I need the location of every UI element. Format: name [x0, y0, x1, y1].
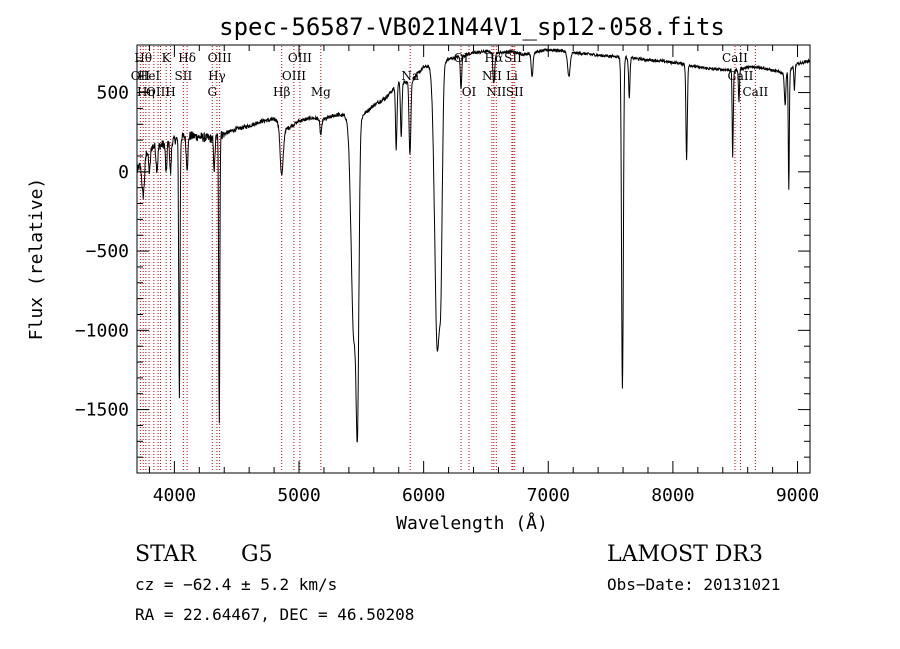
y-tick-label: 0 — [118, 162, 129, 183]
line-marker-label: Hη — [137, 85, 155, 99]
line-marker-label: Hβ — [273, 85, 290, 99]
line-marker-label: NII — [486, 85, 506, 99]
line-marker-label: H — [165, 85, 175, 99]
x-tick-label: 4000 — [153, 485, 196, 506]
line-marker-label: G — [207, 85, 217, 99]
y-axis-label: Flux (relative) — [26, 178, 47, 341]
line-marker-label: Li — [506, 69, 518, 83]
line-markers — [139, 46, 756, 472]
line-marker-labels: OIIHθHηHeIOIIIKHSIIHδGHγOIIIHβOIIIOIIIMg… — [131, 51, 769, 99]
x-axis-ticks: 4000 5000 6000 7000 8000 9000 — [148, 45, 819, 506]
line-marker-label: Hδ — [178, 51, 196, 65]
line-marker-label: Hγ — [208, 69, 226, 83]
x-tick-label: 6000 — [402, 485, 445, 506]
line-marker-label: SII — [506, 85, 524, 99]
y-tick-label: −500 — [86, 241, 129, 262]
line-marker-label: OIII — [282, 69, 306, 83]
spectrum-line — [136, 47, 811, 443]
y-axis-ticks: −1500 −1000 −500 0 500 — [75, 44, 810, 458]
redshift-cz: cz = −62.4 ± 5.2 km/s — [135, 575, 337, 594]
x-tick-label: 9000 — [776, 485, 819, 506]
line-marker-label: OIII — [146, 85, 170, 99]
line-marker-label: CaII — [742, 85, 768, 99]
line-marker-label: OIII — [288, 51, 312, 65]
line-marker-label: OI — [462, 85, 477, 99]
survey-name: LAMOST DR3 — [607, 542, 763, 567]
object-subclass: G5 — [241, 542, 273, 567]
chart-title: spec-56587-VB021N44V1_sp12-058.fits — [219, 13, 725, 41]
y-tick-label: −1000 — [75, 320, 129, 341]
observation-date: Obs−Date: 20131021 — [607, 575, 780, 594]
object-class: STAR — [135, 542, 197, 567]
line-marker-label: OIII — [208, 51, 232, 65]
line-marker-label: CaII — [722, 51, 748, 65]
x-axis-label: Wavelength (Å) — [396, 512, 548, 534]
plot-frame — [136, 44, 811, 474]
x-tick-label: 5000 — [277, 485, 320, 506]
ra-dec: RA = 22.64467, DEC = 46.50208 — [135, 605, 414, 624]
y-tick-label: 500 — [96, 83, 129, 104]
line-marker-label: OII — [131, 69, 151, 83]
x-tick-label: 8000 — [651, 485, 694, 506]
line-marker-label: HeI — [138, 69, 161, 83]
line-marker-label: Mg — [311, 85, 331, 99]
y-tick-label: −1500 — [75, 400, 129, 421]
line-marker-label: SII — [504, 51, 522, 65]
x-tick-label: 7000 — [527, 485, 570, 506]
line-marker-label: SII — [175, 69, 193, 83]
line-marker-label: K — [162, 51, 172, 65]
line-marker-label: NII — [482, 69, 502, 83]
line-marker-label: Hθ — [134, 51, 152, 65]
line-marker-label: Hα — [485, 51, 504, 65]
